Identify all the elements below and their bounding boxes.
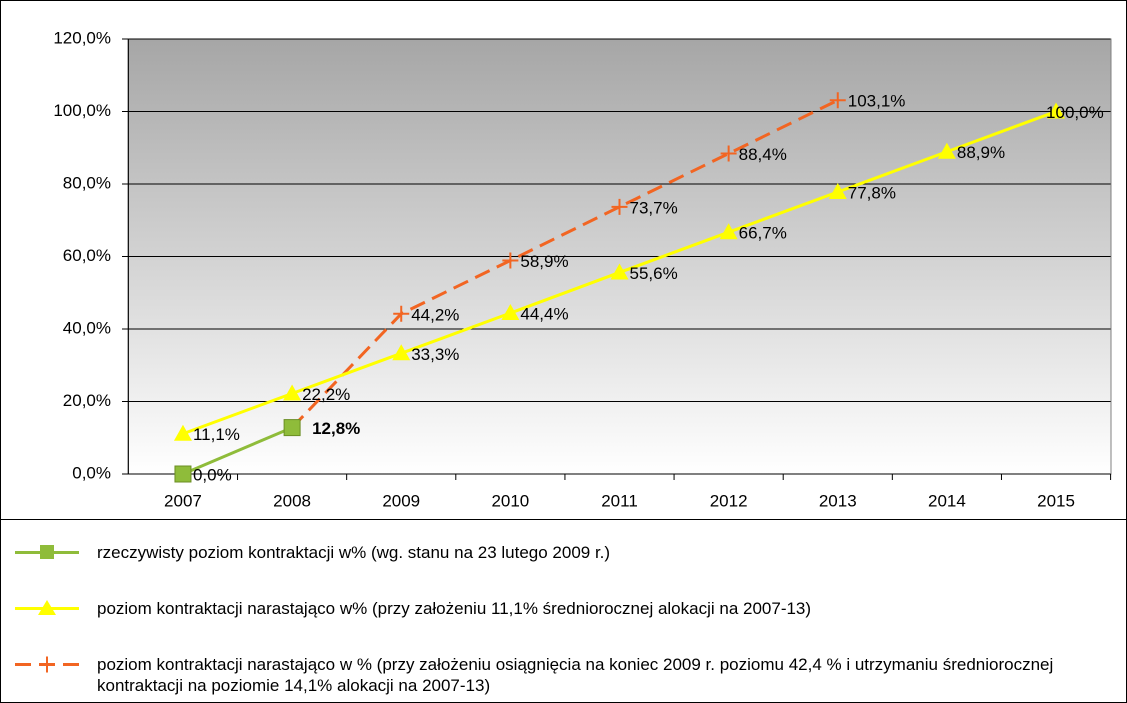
marker bbox=[174, 465, 192, 483]
data-label: 33,3% bbox=[411, 345, 459, 364]
legend-swatch bbox=[15, 656, 79, 673]
marker bbox=[501, 304, 520, 321]
data-label: 58,9% bbox=[520, 252, 568, 271]
legend-entry: rzeczywisty poziom kontraktacji w% (wg. … bbox=[1, 542, 1097, 563]
legend-marker bbox=[39, 656, 55, 673]
legend-marker bbox=[40, 545, 54, 559]
x-tick-label: 2014 bbox=[928, 491, 966, 510]
marker bbox=[720, 145, 737, 162]
x-tick-label: 2009 bbox=[382, 491, 420, 510]
y-tick-label: 0,0% bbox=[72, 463, 111, 482]
y-tick-label: 100,0% bbox=[53, 101, 111, 120]
x-tick-label: 2007 bbox=[164, 491, 202, 510]
x-tick-label: 2012 bbox=[710, 491, 748, 510]
legend-marker bbox=[38, 600, 56, 615]
data-label: 88,4% bbox=[739, 145, 787, 164]
marker bbox=[283, 384, 302, 401]
y-tick-label: 60,0% bbox=[63, 246, 111, 265]
data-label: 0,0% bbox=[193, 465, 232, 484]
marker bbox=[392, 344, 411, 361]
x-tick-label: 2015 bbox=[1037, 491, 1075, 510]
y-tick-label: 80,0% bbox=[63, 173, 111, 192]
legend-swatch bbox=[15, 600, 79, 615]
legend-entry: poziom kontraktacji narastająco w% (przy… bbox=[1, 598, 1097, 619]
marker bbox=[173, 424, 192, 441]
y-tick-label: 120,0% bbox=[53, 28, 111, 47]
marker bbox=[283, 419, 301, 437]
marker bbox=[719, 223, 738, 240]
marker bbox=[610, 263, 629, 280]
data-label: 103,1% bbox=[848, 92, 906, 111]
marker bbox=[829, 92, 846, 109]
y-tick-label: 20,0% bbox=[63, 391, 111, 410]
marker bbox=[393, 305, 410, 322]
data-label: 22,2% bbox=[302, 385, 350, 404]
data-label: 55,6% bbox=[630, 264, 678, 283]
data-label: 11,1% bbox=[193, 425, 240, 444]
marker bbox=[937, 142, 956, 159]
x-tick-label: 2010 bbox=[491, 491, 529, 510]
data-label: 77,8% bbox=[848, 183, 896, 202]
marker bbox=[1047, 102, 1066, 119]
data-label: 73,7% bbox=[630, 198, 678, 217]
data-label: 12,8% bbox=[312, 419, 360, 438]
x-tick-label: 2008 bbox=[273, 491, 311, 510]
x-tick-label: 2011 bbox=[601, 491, 638, 510]
data-label: 44,4% bbox=[520, 305, 568, 324]
series-line bbox=[182, 426, 293, 476]
plot-area: 0,0% 20,0% 40,0% 60,0% 80,0% 100,0% 120,0% 2007… bbox=[53, 28, 1112, 510]
legend-label: rzeczywisty poziom kontraktacji w% (wg. … bbox=[97, 543, 611, 562]
data-label: 66,7% bbox=[739, 224, 787, 243]
data-label: 88,9% bbox=[957, 143, 1005, 162]
legend-swatch bbox=[15, 545, 79, 559]
legend: rzeczywisty poziom kontraktacji w% (wg. … bbox=[1, 519, 1126, 702]
legend-entry: poziom kontraktacji narastająco w % (prz… bbox=[1, 654, 1097, 696]
y-tick-label: 40,0% bbox=[63, 318, 111, 337]
data-label: 44,2% bbox=[411, 305, 459, 324]
marker bbox=[828, 182, 847, 199]
series-line bbox=[291, 98, 839, 429]
marker bbox=[611, 198, 628, 215]
legend-label: poziom kontraktacji narastająco w % (prz… bbox=[97, 655, 1054, 695]
x-tick-label: 2013 bbox=[819, 491, 857, 510]
marker bbox=[502, 252, 519, 269]
legend-label: poziom kontraktacji narastająco w% (przy… bbox=[97, 599, 812, 618]
data-label: 100,0% bbox=[1046, 103, 1104, 122]
